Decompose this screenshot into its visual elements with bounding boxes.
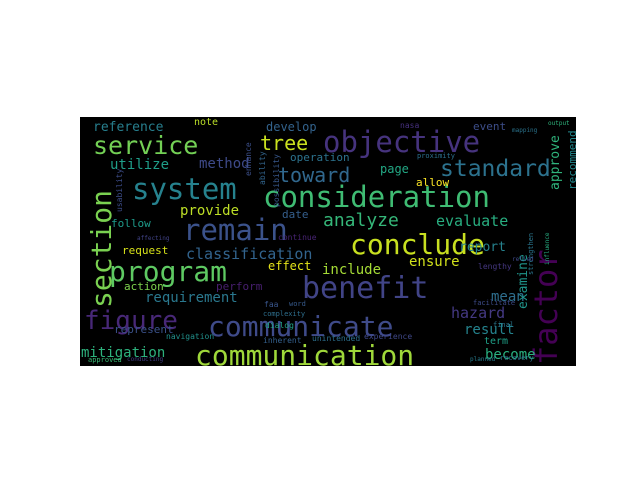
word-influence: influence [544,232,551,265]
word-approved: approved [88,356,122,364]
word-allow: allow [416,176,450,189]
word-evaluate: evaluate [436,212,509,230]
word-consideration: consideration [263,180,490,214]
word-cloud: communication communicate consideration … [80,117,576,366]
word-dialog: dialog [265,321,294,330]
word-toward: toward [278,163,351,187]
word-faa: faa [264,300,279,309]
word-complexity: complexity [263,310,306,318]
word-standard: standard [440,156,551,182]
word-strengthen: strengthen [527,232,535,275]
word-include: include [322,262,382,278]
word-report: report [459,240,506,255]
word-remain: remain [183,213,288,247]
word-objective: objective [323,125,481,159]
word-relied: relied [512,256,534,263]
word-ability: ability [258,151,267,185]
word-operation: operation [290,151,350,164]
word-mean: mean [491,289,525,305]
word-proximity: proximity [417,152,455,160]
word-develop: develop [266,120,317,134]
word-become: become [485,347,536,363]
word-page: page [380,162,409,176]
word-conducting: conducting [127,356,164,363]
word-word: word [289,300,306,308]
word-system: system [132,172,237,206]
word-continue: continue [278,233,317,242]
word-recovery: recovery [500,354,534,362]
word-program: program [109,255,228,288]
word-usability: usability [115,168,124,212]
word-mapping: mapping [512,127,538,134]
word-tree: tree [260,131,309,155]
word-lengthy: lengthy [478,262,512,271]
word-reference: reference [93,120,164,135]
word-effect: effect [268,259,312,273]
word-final: final [493,321,515,329]
word-requirement: requirement [145,290,238,306]
word-term: term [484,336,509,347]
word-enhance: enhance [244,142,253,176]
word-provide: provide [180,203,240,219]
word-recommend: recommend [566,130,576,190]
word-ensure: ensure [409,254,460,270]
word-affecting: affecting [137,235,170,242]
word-service: service [93,131,199,160]
word-represent: represent [114,323,174,336]
word-navigation: navigation [166,332,215,341]
word-nasa: nasa [400,121,420,130]
word-result: result [464,322,515,338]
word-benefit: benefit [302,271,429,306]
word-note: note [194,117,219,128]
word-output: output [548,120,570,127]
word-experience: experience [364,332,413,341]
word-figure: figure [84,306,178,336]
word-method: method [199,156,250,172]
word-inherent: inherent [263,336,302,345]
word-communicate: communicate [208,310,394,343]
word-event: event [473,120,507,133]
word-analyze: analyze [323,210,399,231]
word-hazard: hazard [451,304,506,322]
word-request: request [122,244,169,257]
word-action: action [124,280,164,293]
word-section: section [85,189,118,308]
word-mitigation: mitigation [81,345,166,361]
word-possibility: possibility [272,154,281,207]
word-approve: approve [548,135,563,190]
word-conclude: conclude [350,228,485,261]
word-utilize: utilize [110,157,170,173]
word-facilitate: facilitate [473,299,516,307]
word-planned: planned [470,356,496,363]
word-unintended: unintended [312,334,361,343]
word-follow: follow [111,217,151,230]
word-date: date [282,208,309,221]
word-perform: perform [216,280,263,293]
word-communication: communication [195,339,415,367]
word-classification: classification [186,245,313,263]
